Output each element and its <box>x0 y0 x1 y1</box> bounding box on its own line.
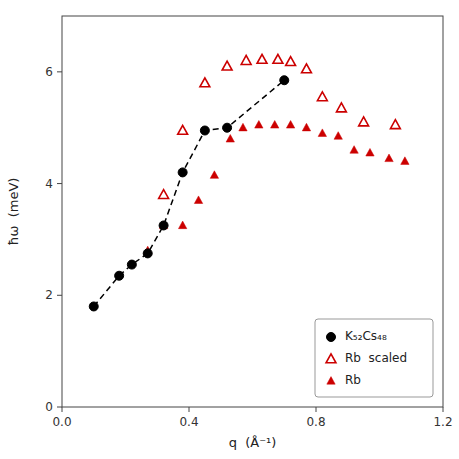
data-point <box>255 121 263 129</box>
data-point <box>318 129 326 137</box>
legend-symbol <box>327 333 336 342</box>
data-point <box>241 55 251 64</box>
x-tick-label: 0.8 <box>306 415 325 429</box>
data-point <box>286 121 294 129</box>
series-line <box>94 80 285 306</box>
data-point <box>178 168 187 177</box>
data-point <box>359 117 369 126</box>
legend-box <box>315 319 433 397</box>
data-point <box>178 221 186 229</box>
data-point <box>401 157 409 165</box>
y-tick <box>57 183 62 184</box>
data-point <box>286 57 296 66</box>
data-point <box>159 190 169 199</box>
legend-symbol <box>326 354 336 363</box>
data-point <box>350 146 358 154</box>
data-point <box>127 260 136 269</box>
data-point <box>280 76 289 85</box>
plot-frame <box>62 16 443 407</box>
y-tick <box>57 407 62 408</box>
y-tick-label: 0 <box>45 400 53 414</box>
data-point <box>366 148 374 156</box>
data-point <box>302 64 312 73</box>
chart: 0.0 0.4 0.8 1.2 0 2 4 6 q (Å⁻¹) ħω (meV) K₅₂Cs₄₈ Rb… <box>0 0 459 459</box>
data-point <box>390 120 400 129</box>
x-tick-label: 0.0 <box>52 415 71 429</box>
plot-area <box>89 54 409 311</box>
legend-symbol <box>327 377 335 385</box>
x-tick <box>189 407 190 412</box>
legend-label: Rb scaled <box>345 351 407 365</box>
data-point <box>334 132 342 140</box>
data-point <box>200 126 209 135</box>
data-point <box>226 134 234 142</box>
data-point <box>200 78 210 87</box>
legend-label: K₅₂Cs₄₈ <box>345 329 387 343</box>
data-point <box>271 121 279 129</box>
y-tick <box>57 295 62 296</box>
legend: K₅₂Cs₄₈ Rb scaled Rb <box>315 319 433 397</box>
data-point <box>385 154 393 162</box>
data-point <box>317 92 327 101</box>
legend-label: Rb <box>345 373 361 387</box>
data-point <box>257 54 267 63</box>
x-tick <box>443 407 444 412</box>
data-point <box>273 54 283 63</box>
data-point <box>159 221 168 230</box>
y-tick-label: 6 <box>45 65 53 79</box>
x-tick <box>62 407 63 412</box>
x-tick-label: 0.4 <box>179 415 198 429</box>
data-point <box>222 61 232 70</box>
data-point <box>336 103 346 112</box>
data-point <box>143 249 152 258</box>
data-point <box>210 171 218 179</box>
data-point <box>89 302 98 311</box>
y-tick-label: 2 <box>45 288 53 302</box>
data-point <box>178 125 188 134</box>
y-tick <box>57 71 62 72</box>
data-point <box>115 271 124 280</box>
y-axis-label: ħω (meV) <box>6 178 21 246</box>
data-point <box>239 123 247 131</box>
x-tick <box>316 407 317 412</box>
data-point <box>194 196 202 204</box>
data-point <box>302 123 310 131</box>
x-axis-label: q (Å⁻¹) <box>229 435 277 450</box>
x-tick-label: 1.2 <box>433 415 452 429</box>
y-tick-label: 4 <box>45 177 53 191</box>
data-point <box>223 123 232 132</box>
